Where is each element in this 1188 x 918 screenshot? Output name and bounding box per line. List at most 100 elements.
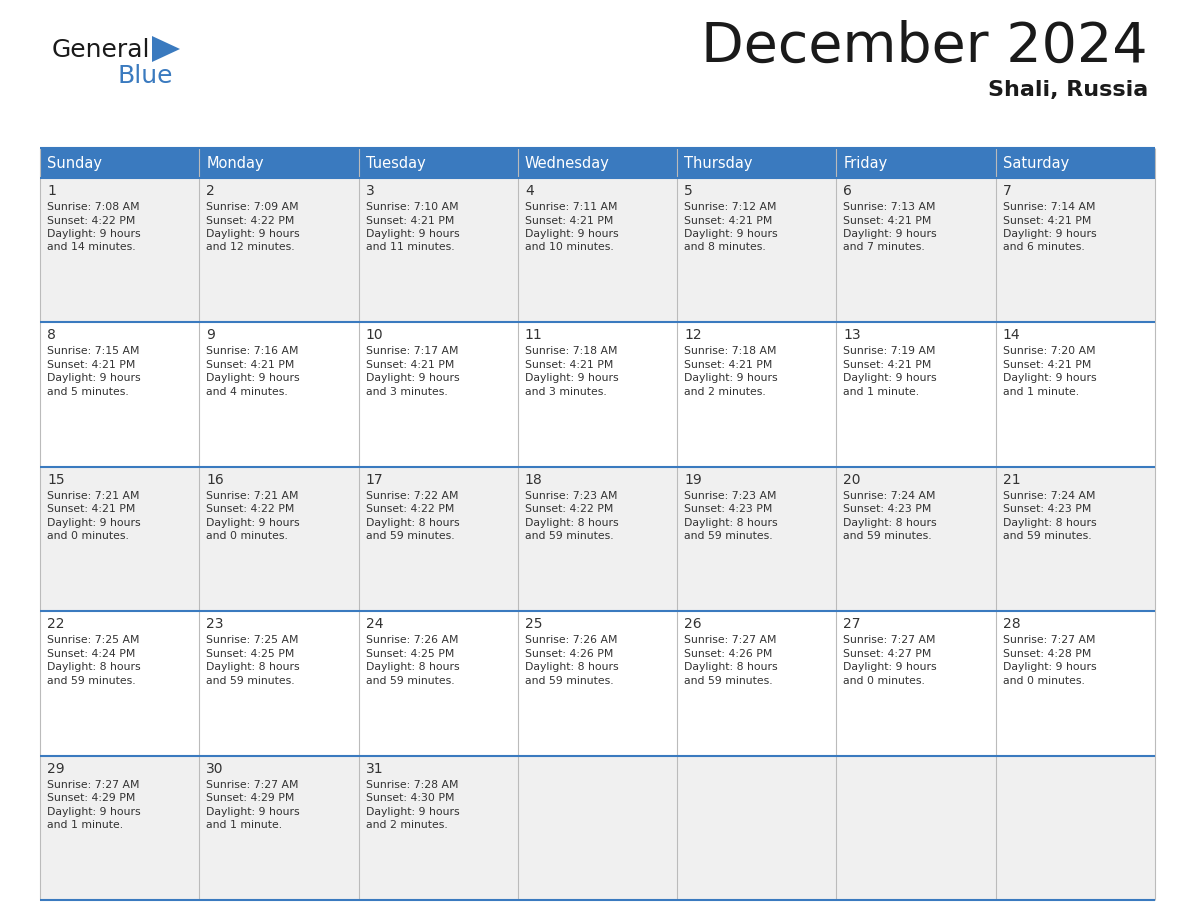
Text: Daylight: 9 hours: Daylight: 9 hours: [207, 374, 299, 384]
Text: 25: 25: [525, 617, 543, 632]
Text: and 0 minutes.: and 0 minutes.: [1003, 676, 1085, 686]
Text: 30: 30: [207, 762, 223, 776]
Text: and 59 minutes.: and 59 minutes.: [684, 532, 772, 542]
Text: Monday: Monday: [207, 156, 264, 171]
Text: Daylight: 9 hours: Daylight: 9 hours: [843, 374, 937, 384]
Text: 18: 18: [525, 473, 543, 487]
Text: Sunrise: 7:18 AM: Sunrise: 7:18 AM: [684, 346, 777, 356]
Text: Sunrise: 7:28 AM: Sunrise: 7:28 AM: [366, 779, 459, 789]
Text: Sunset: 4:23 PM: Sunset: 4:23 PM: [843, 504, 931, 514]
Text: Sunrise: 7:18 AM: Sunrise: 7:18 AM: [525, 346, 618, 356]
Text: Sunset: 4:21 PM: Sunset: 4:21 PM: [525, 360, 613, 370]
Text: 1: 1: [48, 184, 56, 198]
Text: 8: 8: [48, 329, 56, 342]
Text: Sunset: 4:21 PM: Sunset: 4:21 PM: [366, 360, 454, 370]
Text: Daylight: 9 hours: Daylight: 9 hours: [207, 229, 299, 239]
Text: Sunrise: 7:23 AM: Sunrise: 7:23 AM: [525, 491, 618, 501]
Text: and 59 minutes.: and 59 minutes.: [684, 676, 772, 686]
Text: 26: 26: [684, 617, 702, 632]
Text: Sunrise: 7:16 AM: Sunrise: 7:16 AM: [207, 346, 299, 356]
Text: 23: 23: [207, 617, 223, 632]
Text: and 14 minutes.: and 14 minutes.: [48, 242, 135, 252]
Text: 2: 2: [207, 184, 215, 198]
Text: Sunrise: 7:12 AM: Sunrise: 7:12 AM: [684, 202, 777, 212]
Text: and 12 minutes.: and 12 minutes.: [207, 242, 295, 252]
Text: Shali, Russia: Shali, Russia: [987, 80, 1148, 100]
Text: Sunrise: 7:25 AM: Sunrise: 7:25 AM: [48, 635, 139, 645]
Text: Sunrise: 7:22 AM: Sunrise: 7:22 AM: [366, 491, 459, 501]
Text: and 4 minutes.: and 4 minutes.: [207, 386, 287, 397]
Text: 13: 13: [843, 329, 861, 342]
Text: December 2024: December 2024: [701, 20, 1148, 74]
Text: Daylight: 9 hours: Daylight: 9 hours: [1003, 374, 1097, 384]
Text: Sunset: 4:22 PM: Sunset: 4:22 PM: [366, 504, 454, 514]
Text: Sunset: 4:23 PM: Sunset: 4:23 PM: [684, 504, 772, 514]
Text: Daylight: 9 hours: Daylight: 9 hours: [366, 229, 460, 239]
Text: Sunrise: 7:27 AM: Sunrise: 7:27 AM: [207, 779, 299, 789]
Text: 11: 11: [525, 329, 543, 342]
Text: Sunrise: 7:14 AM: Sunrise: 7:14 AM: [1003, 202, 1095, 212]
Text: Daylight: 8 hours: Daylight: 8 hours: [684, 662, 778, 672]
Text: and 11 minutes.: and 11 minutes.: [366, 242, 454, 252]
Text: and 1 minute.: and 1 minute.: [207, 820, 283, 830]
Text: Sunset: 4:22 PM: Sunset: 4:22 PM: [48, 216, 135, 226]
Text: Sunrise: 7:27 AM: Sunrise: 7:27 AM: [48, 779, 139, 789]
Text: and 59 minutes.: and 59 minutes.: [207, 676, 295, 686]
Text: and 59 minutes.: and 59 minutes.: [525, 676, 613, 686]
Text: Daylight: 9 hours: Daylight: 9 hours: [1003, 229, 1097, 239]
Text: and 7 minutes.: and 7 minutes.: [843, 242, 925, 252]
Text: Sunrise: 7:26 AM: Sunrise: 7:26 AM: [525, 635, 618, 645]
Text: Wednesday: Wednesday: [525, 156, 609, 171]
Text: Daylight: 9 hours: Daylight: 9 hours: [843, 229, 937, 239]
Text: Sunset: 4:27 PM: Sunset: 4:27 PM: [843, 649, 931, 659]
Text: 12: 12: [684, 329, 702, 342]
Text: Daylight: 8 hours: Daylight: 8 hours: [48, 662, 140, 672]
Text: Daylight: 9 hours: Daylight: 9 hours: [1003, 662, 1097, 672]
Text: Daylight: 8 hours: Daylight: 8 hours: [366, 518, 460, 528]
Text: Sunrise: 7:21 AM: Sunrise: 7:21 AM: [48, 491, 139, 501]
Text: Daylight: 8 hours: Daylight: 8 hours: [684, 518, 778, 528]
Text: 24: 24: [366, 617, 383, 632]
Text: 5: 5: [684, 184, 693, 198]
Text: Sunset: 4:22 PM: Sunset: 4:22 PM: [525, 504, 613, 514]
Text: 4: 4: [525, 184, 533, 198]
Text: Sunrise: 7:19 AM: Sunrise: 7:19 AM: [843, 346, 936, 356]
Text: and 1 minute.: and 1 minute.: [1003, 386, 1079, 397]
Text: Daylight: 9 hours: Daylight: 9 hours: [207, 518, 299, 528]
Text: 31: 31: [366, 762, 384, 776]
Text: Sunset: 4:28 PM: Sunset: 4:28 PM: [1003, 649, 1091, 659]
Text: and 0 minutes.: and 0 minutes.: [207, 532, 289, 542]
Text: and 59 minutes.: and 59 minutes.: [843, 532, 933, 542]
Text: and 8 minutes.: and 8 minutes.: [684, 242, 766, 252]
Text: Saturday: Saturday: [1003, 156, 1069, 171]
Text: and 59 minutes.: and 59 minutes.: [48, 676, 135, 686]
Text: Sunrise: 7:17 AM: Sunrise: 7:17 AM: [366, 346, 459, 356]
Text: Daylight: 9 hours: Daylight: 9 hours: [48, 374, 140, 384]
Text: Sunrise: 7:10 AM: Sunrise: 7:10 AM: [366, 202, 459, 212]
Text: Sunset: 4:21 PM: Sunset: 4:21 PM: [48, 504, 135, 514]
Text: and 10 minutes.: and 10 minutes.: [525, 242, 614, 252]
Text: Sunset: 4:24 PM: Sunset: 4:24 PM: [48, 649, 135, 659]
Text: Daylight: 8 hours: Daylight: 8 hours: [525, 662, 619, 672]
Text: 14: 14: [1003, 329, 1020, 342]
Text: and 59 minutes.: and 59 minutes.: [366, 532, 454, 542]
Text: Sunrise: 7:21 AM: Sunrise: 7:21 AM: [207, 491, 299, 501]
Text: Sunrise: 7:27 AM: Sunrise: 7:27 AM: [684, 635, 777, 645]
Text: Sunset: 4:25 PM: Sunset: 4:25 PM: [207, 649, 295, 659]
Bar: [40, 148, 1155, 178]
Text: 15: 15: [48, 473, 64, 487]
Text: Daylight: 9 hours: Daylight: 9 hours: [684, 229, 778, 239]
Text: Sunrise: 7:24 AM: Sunrise: 7:24 AM: [843, 491, 936, 501]
Text: Daylight: 9 hours: Daylight: 9 hours: [48, 229, 140, 239]
Bar: [40, 466, 1155, 611]
Text: Daylight: 8 hours: Daylight: 8 hours: [1003, 518, 1097, 528]
Text: Daylight: 8 hours: Daylight: 8 hours: [843, 518, 937, 528]
Text: 21: 21: [1003, 473, 1020, 487]
Text: and 2 minutes.: and 2 minutes.: [684, 386, 766, 397]
Text: and 59 minutes.: and 59 minutes.: [525, 532, 613, 542]
Text: and 59 minutes.: and 59 minutes.: [366, 676, 454, 686]
Text: Daylight: 9 hours: Daylight: 9 hours: [525, 229, 619, 239]
Text: Sunrise: 7:15 AM: Sunrise: 7:15 AM: [48, 346, 139, 356]
Text: Sunrise: 7:26 AM: Sunrise: 7:26 AM: [366, 635, 459, 645]
Text: Thursday: Thursday: [684, 156, 753, 171]
